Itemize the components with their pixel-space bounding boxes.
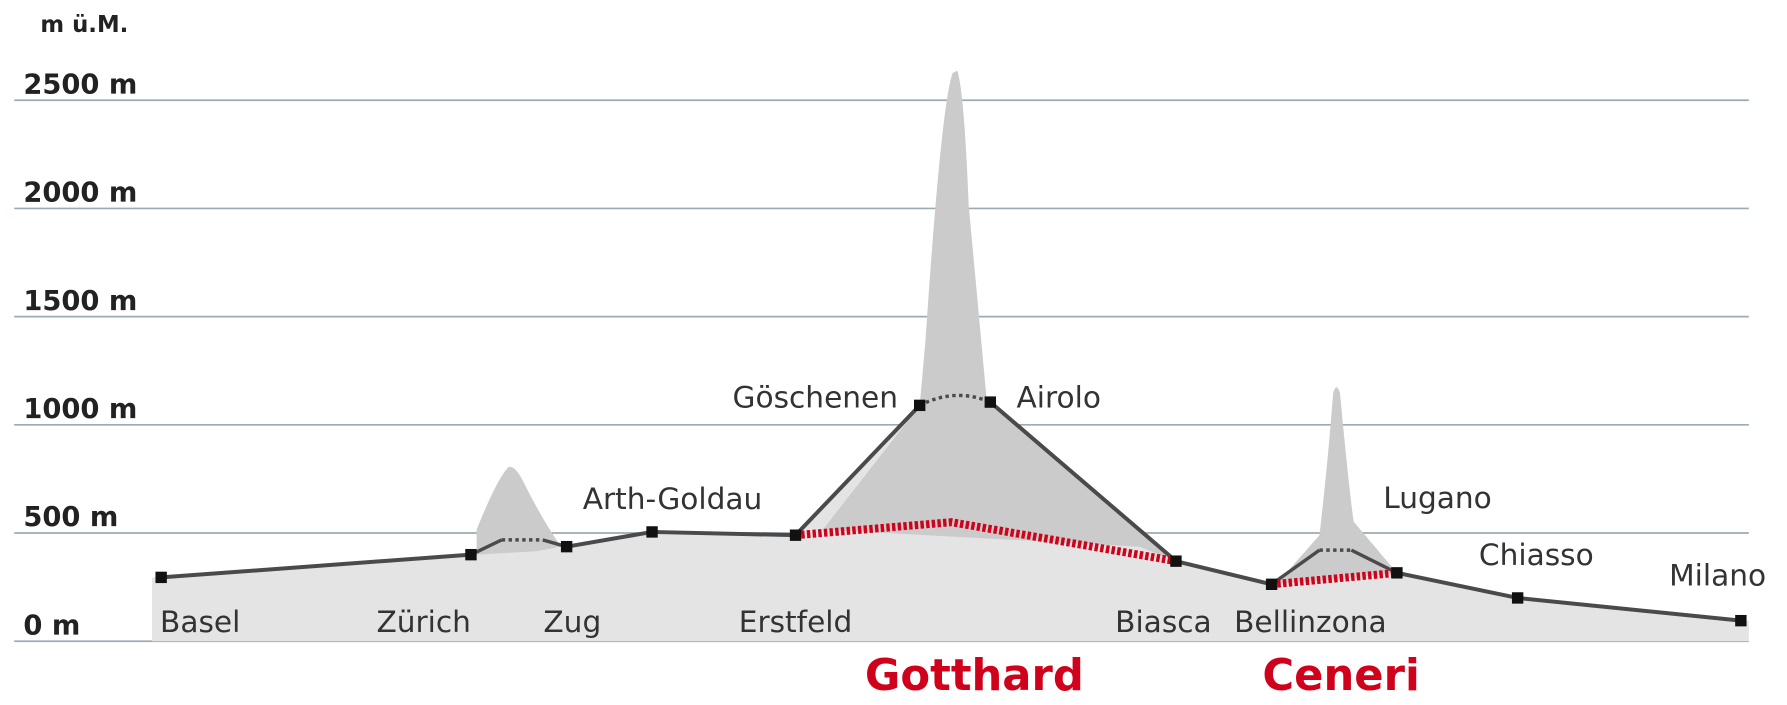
- station: [1511, 592, 1524, 604]
- station-label: Arth-Goldau: [583, 482, 763, 516]
- route-segment: [1396, 570, 1519, 600]
- station-label: Airolo: [1017, 381, 1101, 415]
- mountain: [822, 70, 1176, 562]
- station-label: Erstfeld: [739, 605, 853, 639]
- y-tick-label: 2500 m: [23, 69, 137, 100]
- station: [789, 529, 802, 541]
- station: [984, 396, 997, 408]
- station-label: Chiasso: [1479, 538, 1594, 572]
- y-tick-label: 1500 m: [23, 286, 137, 317]
- old-route-tunnel: [918, 393, 991, 407]
- route-segment: [1517, 595, 1742, 623]
- station-label: Bellinzona: [1234, 605, 1387, 639]
- route-segment: [989, 400, 1178, 563]
- mountains: [476, 70, 1397, 585]
- station: [1170, 555, 1182, 567]
- station-label: Zürich: [376, 605, 471, 639]
- station: [646, 526, 658, 538]
- old-route: [1350, 548, 1398, 575]
- station: [914, 399, 926, 412]
- route-segment: [652, 529, 796, 538]
- station: [465, 548, 477, 561]
- station-label: Milano: [1669, 558, 1766, 592]
- station: [560, 540, 573, 553]
- route-segment: [161, 552, 472, 580]
- tunnel-label: Gotthard: [865, 651, 1084, 701]
- old-routes: [470, 393, 1398, 586]
- station: [155, 571, 167, 584]
- station-label: Biasca: [1115, 605, 1212, 639]
- y-tick-label: 0 m: [23, 610, 80, 641]
- y-tick-label: 500 m: [23, 502, 118, 533]
- plot: [155, 396, 1747, 627]
- tunnel: [1271, 568, 1398, 589]
- tunnel-label: Ceneri: [1262, 651, 1419, 701]
- route-segment: [794, 403, 922, 537]
- tunnel: [795, 518, 1177, 566]
- station-label: Zug: [543, 605, 601, 639]
- station-label: Basel: [160, 605, 240, 639]
- mountain: [1276, 387, 1397, 585]
- y-axis-label: m ü.M.: [40, 12, 128, 38]
- station-label: Lugano: [1383, 481, 1492, 515]
- station: [1391, 567, 1403, 579]
- route-segment: [566, 529, 653, 549]
- mountain: [476, 466, 561, 555]
- station: [1265, 578, 1278, 591]
- station-label: Göschenen: [733, 381, 899, 415]
- old-route: [1270, 548, 1321, 586]
- station: [1735, 614, 1747, 627]
- y-tick-label: 2000 m: [23, 178, 137, 209]
- y-tick-label: 1000 m: [23, 394, 137, 425]
- route-segment: [1175, 559, 1273, 587]
